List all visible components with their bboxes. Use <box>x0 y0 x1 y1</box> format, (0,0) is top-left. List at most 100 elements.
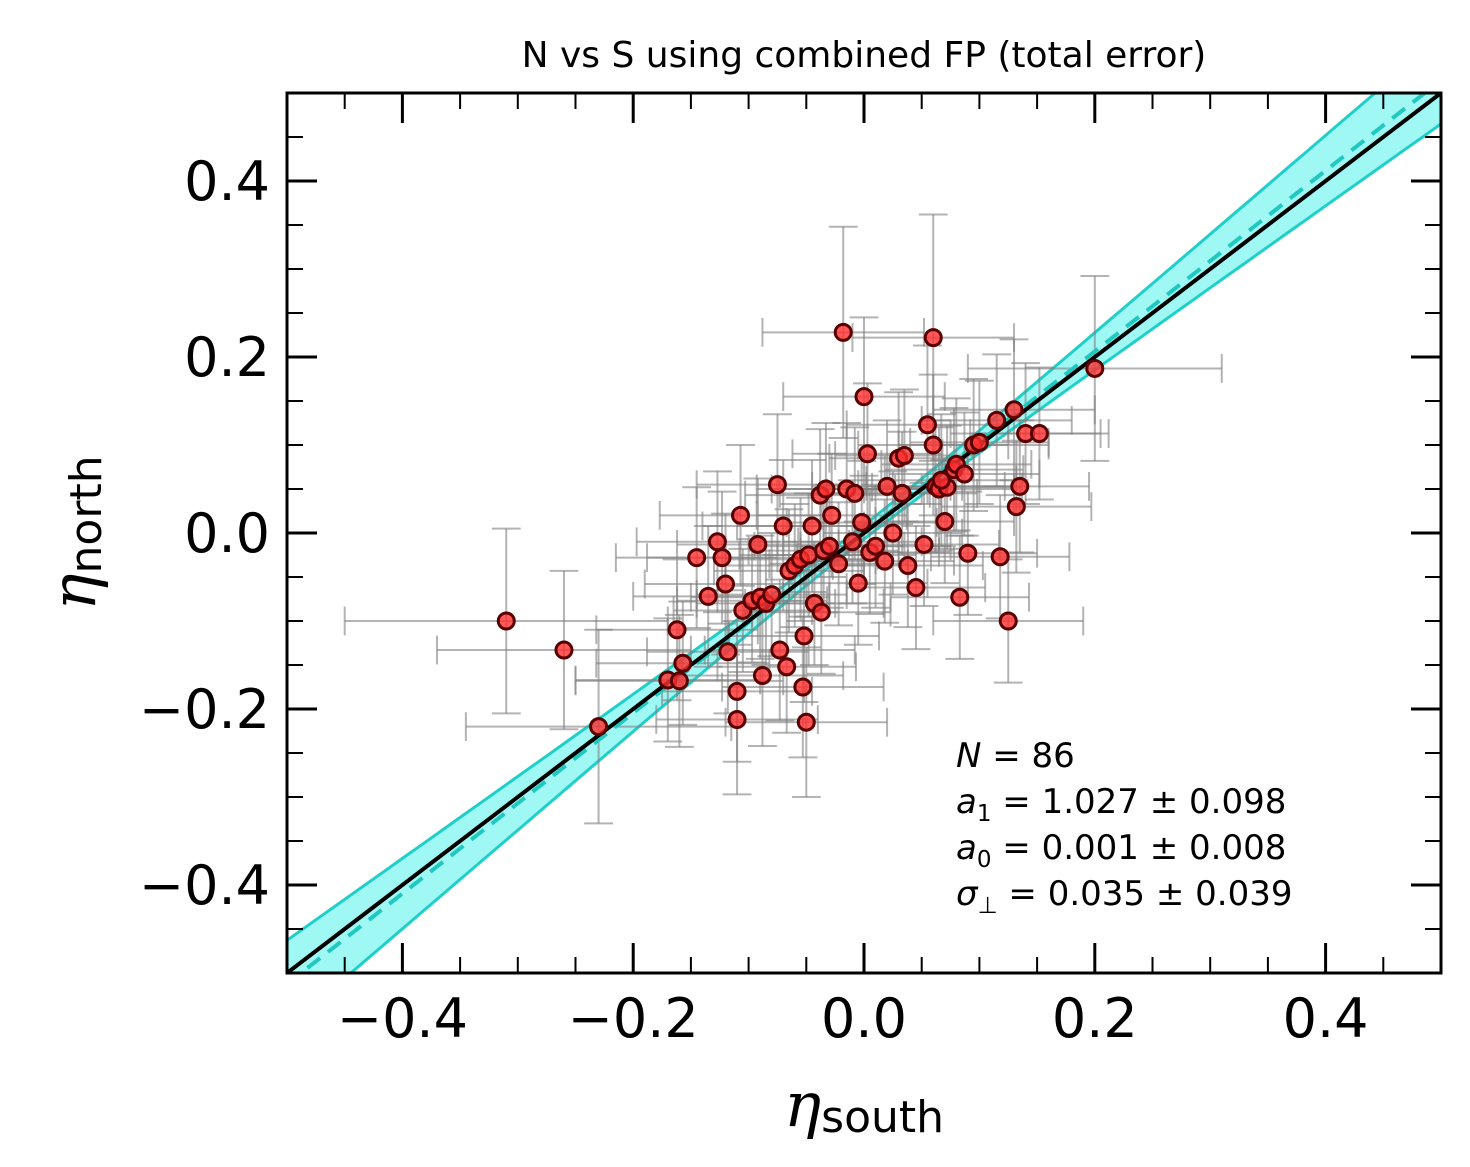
y-axis-label-symbol: η <box>37 573 110 610</box>
data-point <box>892 483 912 503</box>
data-point <box>698 586 718 606</box>
data-point <box>718 642 738 662</box>
data-point <box>762 585 782 605</box>
data-point <box>819 536 839 556</box>
fit-annotation-line: a1 = 1.027 ± 0.098 <box>956 782 1286 827</box>
annotation-variable: N <box>956 736 981 776</box>
data-point <box>811 602 831 622</box>
y-tick-label: 0.4 <box>184 150 270 213</box>
data-point <box>822 505 842 525</box>
data-point <box>748 534 768 554</box>
data-point <box>852 512 872 532</box>
annotation-subscript: 0 <box>977 847 992 873</box>
data-point <box>727 710 747 730</box>
data-point <box>877 476 897 496</box>
fit-annotation-line: N = 86 <box>956 736 1075 776</box>
data-point <box>712 548 732 568</box>
data-point <box>935 512 955 532</box>
data-point <box>731 505 751 525</box>
y-tick-label: −0.4 <box>139 854 270 917</box>
x-axis-label: ηsouth <box>784 1068 944 1143</box>
data-point <box>1085 358 1105 378</box>
data-point <box>857 444 877 464</box>
data-point <box>866 536 886 556</box>
data-point <box>898 556 918 576</box>
data-point <box>923 328 943 348</box>
data-point <box>998 611 1018 631</box>
annotation-variable: σ <box>956 874 979 914</box>
data-point <box>931 470 951 490</box>
data-point <box>917 415 937 435</box>
data-point <box>854 387 874 407</box>
data-point <box>848 573 868 593</box>
data-point <box>727 681 747 701</box>
data-point <box>1010 476 1030 496</box>
annotation-variable: a <box>956 782 977 822</box>
data-point <box>923 435 943 455</box>
data-point <box>829 554 849 574</box>
annotation-subscript: 1 <box>977 801 992 827</box>
data-point <box>842 532 862 552</box>
axis-ticks-layer <box>287 93 1441 973</box>
x-tick-label: 0.4 <box>1283 987 1369 1050</box>
data-point <box>1004 400 1024 420</box>
data-point <box>802 516 822 536</box>
x-tick-label: 0.0 <box>821 987 907 1050</box>
x-axis-label-symbol: η <box>784 1068 821 1141</box>
y-tick-label: 0.2 <box>184 326 270 389</box>
fit-annotation-line: σ⊥ = 0.035 ± 0.039 <box>956 874 1293 919</box>
x-tick-label: −0.2 <box>568 987 699 1050</box>
data-point <box>906 578 926 598</box>
data-point <box>1029 424 1049 444</box>
data-point <box>875 551 895 571</box>
x-tick-label: 0.2 <box>1052 987 1138 1050</box>
data-point <box>752 666 772 686</box>
data-point <box>958 543 978 563</box>
data-point <box>716 574 736 594</box>
identity-line <box>287 93 1441 973</box>
data-point <box>589 717 609 737</box>
data-points-layer <box>496 322 1105 737</box>
tick-labels-layer: −0.4 −0.4 −0.2 −0.2 0.0 0.0 0.2 0.2 0.4 0.4 <box>139 150 1369 1050</box>
data-point <box>496 611 516 631</box>
data-point <box>894 446 914 466</box>
data-point <box>770 640 790 660</box>
annotation-subscript: ⊥ <box>978 893 998 919</box>
data-point <box>796 712 816 732</box>
y-tick-label: −0.2 <box>139 678 270 741</box>
data-point <box>794 626 814 646</box>
data-point <box>707 532 727 552</box>
x-axis-label-subscript: south <box>821 1092 944 1143</box>
data-point <box>673 653 693 673</box>
data-point <box>969 432 989 452</box>
chart-title: N vs S using combined FP (total error) <box>522 35 1207 76</box>
plot-frame <box>285 91 1443 975</box>
data-point <box>773 516 793 536</box>
annotation-value: = 0.035 ± 0.039 <box>998 874 1293 914</box>
data-point <box>990 547 1010 567</box>
data-point <box>845 483 865 503</box>
annotation-value: = 86 <box>981 736 1074 776</box>
y-axis-label: ηnorth <box>37 455 112 610</box>
annotation-variable: a <box>956 828 977 868</box>
data-point <box>554 640 574 660</box>
data-point <box>883 523 903 543</box>
data-point <box>1006 497 1026 517</box>
y-axis-label-subscript: north <box>61 455 112 573</box>
data-point <box>987 410 1007 430</box>
annotation-value: = 0.001 ± 0.008 <box>991 828 1286 868</box>
annotation-value: = 1.027 ± 0.098 <box>991 782 1286 822</box>
data-point <box>816 479 836 499</box>
data-point <box>793 677 813 697</box>
data-point <box>777 657 797 677</box>
data-point <box>667 620 687 640</box>
x-tick-label: −0.4 <box>337 987 468 1050</box>
data-point <box>767 475 787 495</box>
fit-annotation-line: a0 = 0.001 ± 0.008 <box>956 828 1286 873</box>
data-point <box>669 671 689 691</box>
data-point <box>954 464 974 484</box>
fit-lines-layer <box>287 93 1441 973</box>
